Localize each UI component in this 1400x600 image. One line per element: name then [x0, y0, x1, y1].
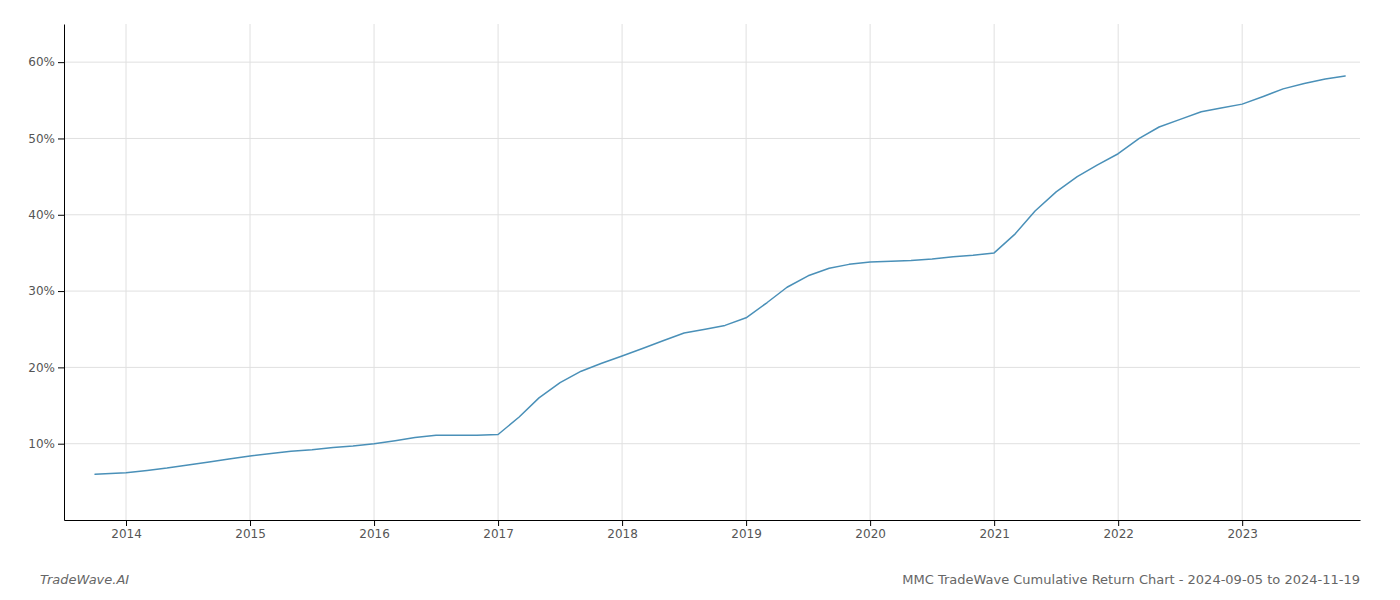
tick: 2022 — [1103, 520, 1134, 541]
tick-label: 60% — [28, 55, 55, 69]
watermark: TradeWave.AI — [40, 572, 129, 587]
tick-label: 2023 — [1227, 527, 1258, 541]
tick-label: 2022 — [1103, 527, 1134, 541]
tick-label: 2014 — [111, 527, 142, 541]
grid-line — [1118, 24, 1119, 520]
grid-line — [64, 214, 1360, 215]
tick: 20% — [28, 361, 64, 375]
tick-mark — [870, 520, 871, 526]
tick: 2017 — [483, 520, 514, 541]
tick-label: 2017 — [483, 527, 514, 541]
grid-line — [64, 291, 1360, 292]
tick: 2023 — [1227, 520, 1258, 541]
tick: 50% — [28, 132, 64, 146]
tick-mark — [622, 520, 623, 526]
grid-line — [870, 24, 871, 520]
tick: 2014 — [111, 520, 142, 541]
grid-line — [1242, 24, 1243, 520]
tick: 40% — [28, 208, 64, 222]
tick-mark — [58, 367, 64, 368]
chart: 2014 2015 2016 2017 2018 2019 2020 2021 2022 2023… — [0, 0, 1400, 600]
marks — [95, 76, 1345, 474]
tick-label: 2018 — [607, 527, 638, 541]
grid-line — [64, 443, 1360, 444]
line — [95, 76, 1345, 474]
y-axis: 10% 20% 30% 40% 50% 60% — [28, 25, 64, 521]
tick-mark — [58, 444, 64, 445]
tick-label: 10% — [28, 437, 55, 451]
tick-mark — [126, 520, 127, 526]
grid-line — [64, 62, 1360, 63]
plot-area: 2014 2015 2016 2017 2018 2019 2020 2021 2022 2023… — [28, 24, 1360, 541]
axis-line — [65, 520, 1361, 521]
tick-mark — [498, 520, 499, 526]
axis-line — [64, 25, 65, 521]
tick: 2019 — [731, 520, 762, 541]
tick-label: 2021 — [979, 527, 1010, 541]
x-axis: 2014 2015 2016 2017 2018 2019 2020 2021 2022 2023 — [65, 520, 1361, 541]
grid-line — [374, 24, 375, 520]
grid — [64, 24, 1360, 520]
tick-label: 30% — [28, 284, 55, 298]
tick: 30% — [28, 284, 64, 298]
tick: 2020 — [855, 520, 886, 541]
tick-label: 2020 — [855, 527, 886, 541]
tick-mark — [58, 291, 64, 292]
title: MMC TradeWave Cumulative Return Chart - … — [902, 572, 1360, 587]
tick-label: 20% — [28, 361, 55, 375]
tick-label: 2015 — [235, 527, 266, 541]
grid-line — [994, 24, 995, 520]
tick: 2015 — [235, 520, 266, 541]
tick-mark — [58, 62, 64, 63]
tick: 2021 — [979, 520, 1010, 541]
grid-line — [498, 24, 499, 520]
tick-mark — [1118, 520, 1119, 526]
grid-line — [64, 367, 1360, 368]
tick: 10% — [28, 437, 64, 451]
tick: 2018 — [607, 520, 638, 541]
grid-line — [126, 24, 127, 520]
tick-mark — [994, 520, 995, 526]
tick-label: 2016 — [359, 527, 390, 541]
grid-line — [64, 138, 1360, 139]
tick: 2016 — [359, 520, 390, 541]
grid-line — [622, 24, 623, 520]
tick-label: 50% — [28, 132, 55, 146]
tick-label: 40% — [28, 208, 55, 222]
tick-mark — [746, 520, 747, 526]
tick: 60% — [28, 55, 64, 69]
grid-line — [746, 24, 747, 520]
tick-label: 2019 — [731, 527, 762, 541]
tick-mark — [374, 520, 375, 526]
tick-mark — [58, 138, 64, 139]
tick-mark — [1242, 520, 1243, 526]
tick-mark — [250, 520, 251, 526]
tick-mark — [58, 215, 64, 216]
grid-line — [250, 24, 251, 520]
